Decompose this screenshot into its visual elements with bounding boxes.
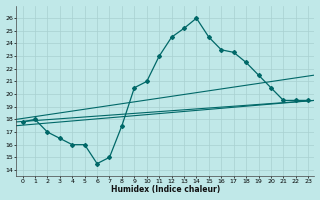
X-axis label: Humidex (Indice chaleur): Humidex (Indice chaleur): [111, 185, 220, 194]
